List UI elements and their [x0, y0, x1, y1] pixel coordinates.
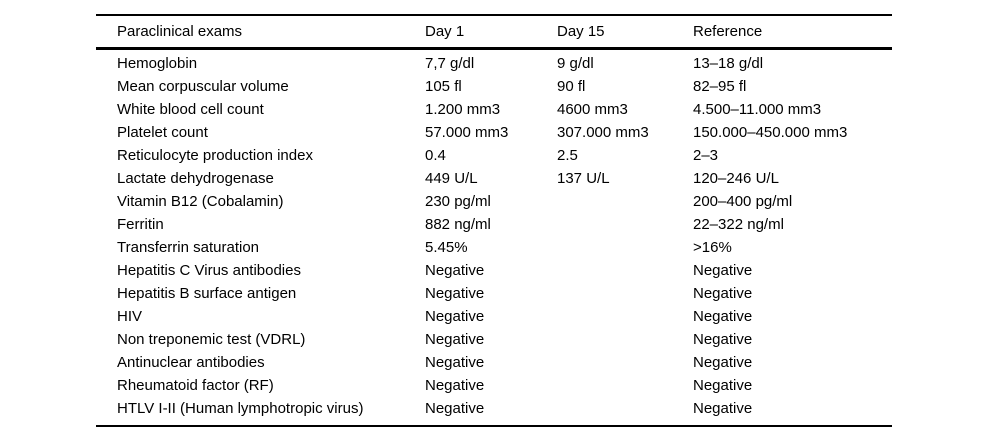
exam-name-cell: HTLV I-II (Human lymphotropic virus)	[117, 399, 364, 417]
reference-value-cell: 4.500–11.000 mm3	[693, 100, 822, 118]
day1-value-cell: 1.200 mm3	[425, 100, 501, 118]
day15-value-cell	[557, 213, 693, 236]
reference-value-cell: 22–322 ng/ml	[693, 215, 784, 233]
exam-name-cell: Vitamin B12 (Cobalamin)	[117, 192, 284, 210]
table-row: Reticulocyte production index 0.4 2.5 2–…	[96, 144, 892, 167]
day1-value-cell: 882 ng/ml	[425, 215, 491, 233]
day15-value-cell	[557, 259, 693, 282]
reference-value-cell: Negative	[693, 307, 753, 325]
reference-value-cell: Negative	[693, 330, 753, 348]
reference-value-cell: 200–400 pg/ml	[693, 192, 793, 210]
day1-value-cell: 105 fl	[425, 77, 462, 95]
reference-value-cell: 150.000–450.000 mm3	[693, 123, 848, 141]
reference-value-cell: >16%	[693, 238, 732, 256]
exam-name-cell: White blood cell count	[117, 100, 264, 118]
day15-value-cell	[557, 328, 693, 351]
exam-name-cell: Hepatitis C Virus antibodies	[117, 261, 301, 279]
table-row: HTLV I-II (Human lymphotropic virus) Neg…	[96, 397, 892, 420]
table-row: Hepatitis C Virus antibodies Negative Ne…	[96, 259, 892, 282]
reference-value-cell: Negative	[693, 284, 753, 302]
exam-name-cell: Mean corpuscular volume	[117, 77, 289, 95]
reference-value-cell: 82–95 fl	[693, 77, 747, 95]
header-row: Paraclinical exams Day 1 Day 15 Referenc…	[96, 16, 892, 50]
table-row: Antinuclear antibodies Negative Negative	[96, 351, 892, 374]
table-row: Platelet count 57.000 mm3 307.000 mm3 15…	[96, 121, 892, 144]
reference-value-cell: 120–246 U/L	[693, 169, 779, 187]
day15-value-cell: 9 g/dl	[557, 54, 594, 72]
table-row: Rheumatoid factor (RF) Negative Negative	[96, 374, 892, 397]
day1-value-cell: 5.45%	[425, 238, 468, 256]
reference-value-cell: Negative	[693, 353, 753, 371]
exam-name-cell: Hepatitis B surface antigen	[117, 284, 297, 302]
reference-value-cell: Negative	[693, 399, 753, 417]
reference-value-cell: Negative	[693, 261, 753, 279]
day1-value-cell: 0.4	[425, 146, 446, 164]
exam-name-cell: Non treponemic test (VDRL)	[117, 330, 306, 348]
day15-value-cell: 307.000 mm3	[557, 123, 649, 141]
table-row: White blood cell count 1.200 mm3 4600 mm…	[96, 98, 892, 121]
exam-name-cell: Transferrin saturation	[117, 238, 260, 256]
paraclinical-exams-table-wrap: Paraclinical exams Day 1 Day 15 Referenc…	[96, 14, 892, 427]
column-header-exam: Paraclinical exams	[96, 16, 425, 50]
day15-value-cell: 4600 mm3	[557, 100, 628, 118]
day1-value-cell: 230 pg/ml	[425, 192, 491, 210]
table-row: Non treponemic test (VDRL) Negative Nega…	[96, 328, 892, 351]
table-row: Ferritin 882 ng/ml 22–322 ng/ml	[96, 213, 892, 236]
day1-value-cell: 57.000 mm3	[425, 123, 509, 141]
day1-value-cell: Negative	[425, 307, 485, 325]
day15-value-cell	[557, 282, 693, 305]
day1-value-cell: 7,7 g/dl	[425, 54, 475, 72]
paraclinical-exams-table: Paraclinical exams Day 1 Day 15 Referenc…	[96, 16, 892, 420]
table-row: Transferrin saturation 5.45% >16%	[96, 236, 892, 259]
column-header-day1: Day 1	[425, 16, 557, 50]
day15-value-cell	[557, 374, 693, 397]
exam-name-cell: Reticulocyte production index	[117, 146, 313, 164]
column-header-reference: Reference	[693, 16, 892, 50]
day1-value-cell: Negative	[425, 284, 485, 302]
day15-value-cell	[557, 305, 693, 328]
day1-value-cell: Negative	[425, 399, 485, 417]
day1-value-cell: 449 U/L	[425, 169, 478, 187]
day15-value-cell	[557, 190, 693, 213]
day15-value-cell	[557, 351, 693, 374]
table-row: Hemoglobin 7,7 g/dl 9 g/dl 13–18 g/dl	[96, 48, 892, 75]
exam-name-cell: Lactate dehydrogenase	[117, 169, 274, 187]
reference-value-cell: 13–18 g/dl	[693, 54, 764, 72]
exam-name-cell: Platelet count	[117, 123, 208, 141]
exam-name-cell: Rheumatoid factor (RF)	[117, 376, 274, 394]
table-row: Mean corpuscular volume 105 fl 90 fl 82–…	[96, 75, 892, 98]
day15-value-cell: 90 fl	[557, 77, 586, 95]
exam-name-cell: Antinuclear antibodies	[117, 353, 265, 371]
exam-name-cell: Hemoglobin	[117, 54, 198, 72]
exam-name-cell: HIV	[117, 307, 143, 325]
day15-value-cell: 137 U/L	[557, 169, 610, 187]
day15-value-cell	[557, 397, 693, 420]
table-row: HIV Negative Negative	[96, 305, 892, 328]
day1-value-cell: Negative	[425, 353, 485, 371]
day1-value-cell: Negative	[425, 330, 485, 348]
reference-value-cell: Negative	[693, 376, 753, 394]
column-header-day15: Day 15	[557, 16, 693, 50]
day15-value-cell	[557, 236, 693, 259]
day1-value-cell: Negative	[425, 261, 485, 279]
table-row: Lactate dehydrogenase 449 U/L 137 U/L 12…	[96, 167, 892, 190]
table-body: Hemoglobin 7,7 g/dl 9 g/dl 13–18 g/dl Me…	[96, 48, 892, 420]
day1-value-cell: Negative	[425, 376, 485, 394]
exam-name-cell: Ferritin	[117, 215, 164, 233]
day15-value-cell: 2.5	[557, 146, 578, 164]
table-row: Vitamin B12 (Cobalamin) 230 pg/ml 200–40…	[96, 190, 892, 213]
table-header: Paraclinical exams Day 1 Day 15 Referenc…	[96, 16, 892, 50]
reference-value-cell: 2–3	[693, 146, 719, 164]
table-row: Hepatitis B surface antigen Negative Neg…	[96, 282, 892, 305]
